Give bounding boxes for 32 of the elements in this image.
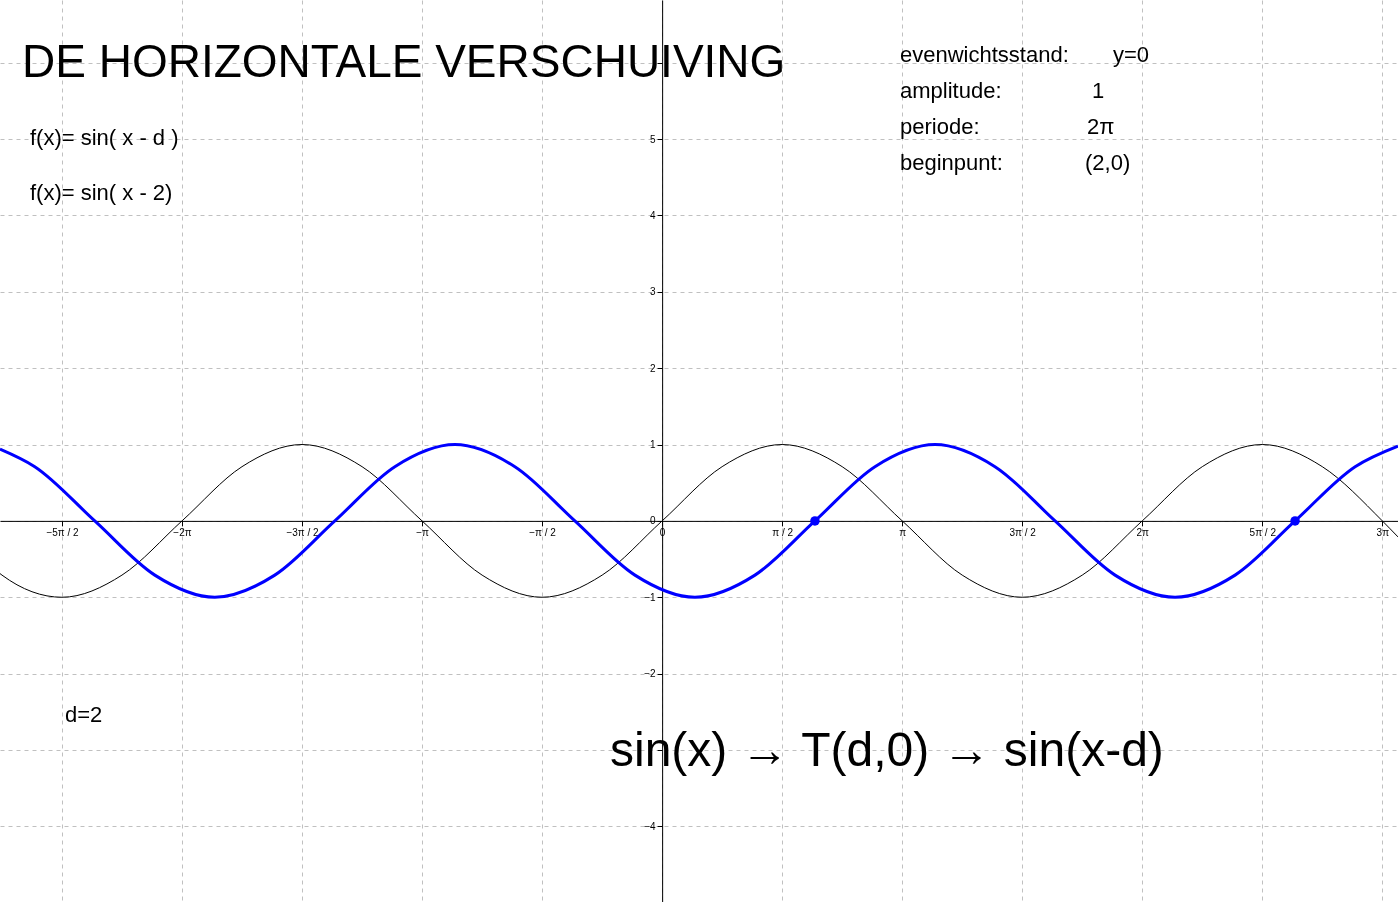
annotation: d=2 (65, 702, 103, 727)
x-tick-label: −π (416, 527, 429, 539)
annotation: beginpunt: (900, 150, 1003, 175)
x-tick-label: 3π / 2 (1009, 527, 1037, 539)
annotation: 1 (1092, 78, 1105, 103)
x-tick-label: π (899, 527, 907, 539)
x-tick-label: −3π / 2 (286, 527, 320, 539)
annotation: periode: (900, 114, 980, 139)
x-tick-label: 5π / 2 (1249, 527, 1277, 539)
x-tick-label: 2π (1136, 527, 1150, 539)
x-tick-label: 0 (659, 527, 666, 539)
x-tick-label: 3π (1376, 527, 1390, 539)
y-tick-label: 5 (650, 133, 657, 145)
annotation: amplitude: (900, 78, 1002, 103)
annotation: (2,0) (1085, 150, 1131, 175)
x-tick-label: −π / 2 (529, 527, 557, 539)
y-tick-label: 1 (650, 439, 657, 451)
y-tick-label: −1 (644, 591, 657, 603)
annotation: f(x)= sin( x - d ) (30, 125, 179, 150)
y-tick-label: 0 (650, 515, 657, 527)
x-tick-label: π / 2 (772, 527, 794, 539)
annotation: y=0 (1113, 42, 1150, 67)
y-tick-label: −2 (644, 668, 657, 680)
y-tick-label: 3 (650, 286, 657, 298)
y-tick-label: 2 (650, 362, 657, 374)
x-tick-label: −2π (173, 527, 192, 539)
annotation: f(x)= sin( x - 2) (30, 180, 173, 205)
y-tick-label: −4 (644, 820, 657, 832)
annotation: 2π (1087, 114, 1115, 139)
x-tick-label: −5π / 2 (46, 527, 80, 539)
annotation: evenwichtsstand: (900, 42, 1069, 67)
y-tick-label: 4 (650, 209, 657, 221)
